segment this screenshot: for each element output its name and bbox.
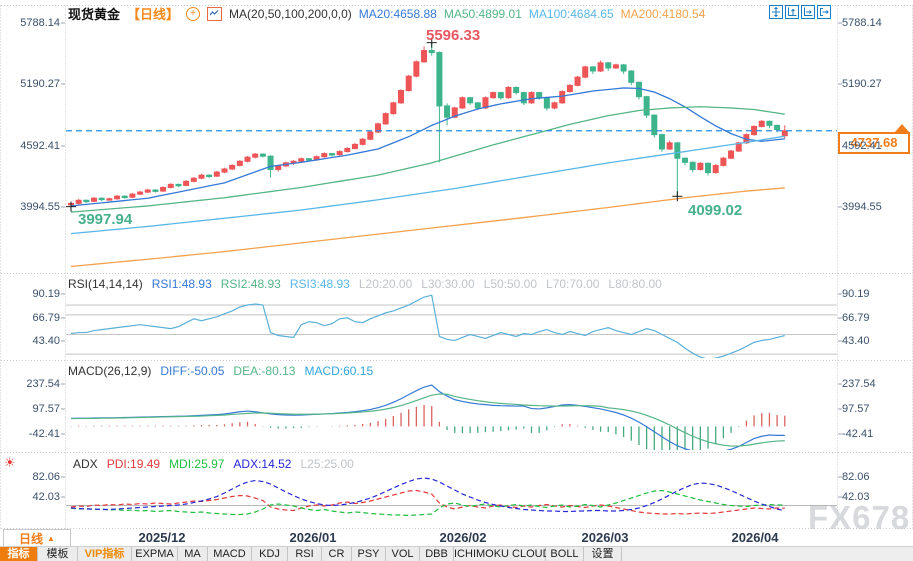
rsi-l30-value: L30:30.00	[421, 277, 475, 291]
tab-kdj[interactable]: KDJ	[252, 547, 288, 561]
y-axis-label-left: 5190.27	[20, 78, 60, 90]
adx-indicator-name[interactable]: ADX	[73, 457, 98, 471]
macd-panel-header: MACD(26,12,9) DIFF:-50.05 DEA:-80.13 MAC…	[68, 364, 373, 378]
instrument-name: 现货黄金	[68, 7, 121, 22]
go-to-latest-icon[interactable]	[817, 5, 831, 19]
macd-hist-value: MACD:60.15	[304, 364, 374, 378]
y-axis-label-right: 5190.27	[842, 78, 882, 90]
rsi2-value: RSI2:48.93	[220, 277, 281, 291]
adx-adx-value: ADX:14.52	[233, 457, 292, 471]
tab-rsi[interactable]: RSI	[288, 547, 322, 561]
adx-panel-header: ADX PDI:19.49 MDI:25.97 ADX:14.52 L25:25…	[73, 457, 354, 471]
alert-sun-icon[interactable]: ☀	[4, 455, 16, 470]
tab-boll[interactable]: BOLL	[546, 547, 584, 561]
y-axis-label-left: 5788.14	[20, 17, 60, 29]
tab-psy[interactable]: PSY	[352, 547, 386, 561]
ma200-value: MA200:4180.54	[620, 6, 706, 21]
fit-y-axis-icon[interactable]	[785, 5, 799, 19]
x-axis-month-label: 2026/02	[439, 530, 487, 545]
y-axis-label-right: 97.57	[842, 403, 870, 415]
move-pan-icon[interactable]	[769, 5, 783, 19]
tab-ma[interactable]: MA	[178, 547, 208, 561]
y-axis-label-right: 66.79	[842, 312, 870, 324]
y-axis-label-right: 42.03	[842, 491, 870, 503]
tab-cr[interactable]: CR	[322, 547, 352, 561]
y-axis-label-left: 66.79	[32, 312, 60, 324]
tab-指标[interactable]: 指标	[0, 547, 38, 561]
y-axis-label-left: 43.40	[32, 335, 60, 347]
x-axis-month-label: 2026/04	[731, 530, 779, 545]
tab-dbb[interactable]: DBB	[420, 547, 454, 561]
y-axis-label-left: -42.41	[28, 428, 60, 440]
ma20-value: MA20:4658.88	[358, 6, 437, 21]
y-axis-label-right: 237.54	[842, 378, 876, 390]
adx-mdi-value: MDI:25.97	[169, 457, 225, 471]
high-annotation: 5596.33	[426, 27, 481, 44]
price-up-arrow-icon	[895, 124, 909, 132]
y-axis-label-left: 4592.41	[20, 140, 60, 152]
y-axis-label-right: 4592.41	[842, 140, 882, 152]
period-selector-label: 日线	[19, 531, 44, 546]
tab-vol[interactable]: VOL	[386, 547, 420, 561]
chart-header: 现货黄金 【日线】 + MA(20,50,100,200,0,0) MA20:4…	[68, 4, 705, 23]
y-axis-label-left: 3994.55	[20, 201, 60, 213]
rsi-l80-value: L80:80.00	[608, 277, 662, 291]
add-compare-icon[interactable]: +	[186, 6, 201, 21]
period-selector-button[interactable]: 日线 ▲	[3, 529, 71, 547]
macd-dea-value: DEA:-80.13	[233, 364, 296, 378]
rsi-l70-value: L70:70.00	[546, 277, 600, 291]
y-axis-label-right: -42.41	[842, 428, 874, 440]
y-axis-label-right: 5788.14	[842, 17, 882, 29]
tab-ichimoku-cloud[interactable]: ICHIMOKU CLOUD	[454, 547, 551, 561]
macd-indicator-name[interactable]: MACD(26,12,9)	[68, 364, 152, 378]
ma50-value: MA50:4899.01	[443, 6, 522, 21]
start-low-annotation: 3997.94	[78, 211, 133, 228]
ma-settings-label[interactable]: MA(20,50,100,200,0,0)	[229, 6, 352, 21]
triangle-up-icon: ▲	[47, 533, 55, 543]
y-axis-label-right: 82.06	[842, 471, 870, 483]
y-axis-label-left: 97.57	[32, 403, 60, 415]
adx-pdi-value: PDI:19.49	[106, 457, 161, 471]
chart-toolbar	[769, 5, 831, 19]
tab-模板[interactable]: 模板	[38, 547, 78, 561]
rsi-indicator-name[interactable]: RSI(14,14,14)	[68, 277, 143, 291]
y-axis-label-left: 90.19	[32, 288, 60, 300]
march-low-annotation: 4099.02	[688, 202, 743, 219]
y-axis-label-left: 42.03	[32, 491, 60, 503]
y-axis-label-right: 3994.55	[842, 201, 882, 213]
y-axis-label-left: 237.54	[26, 378, 60, 390]
fit-x-axis-icon[interactable]	[801, 5, 815, 19]
indicator-tab-bar: 指标 模板 VIP指标 EXPMA MA MACD KDJ RSI CR PSY VOL DBB ICH…	[0, 546, 913, 561]
adx-l25-value: L25:25.00	[300, 457, 354, 471]
x-axis-month-label: 2025/12	[138, 530, 186, 545]
y-axis-label-left: 82.06	[32, 471, 60, 483]
chart-type-icon[interactable]	[207, 6, 223, 21]
y-axis-label-right: 90.19	[842, 288, 870, 300]
ma100-value: MA100:4684.65	[528, 6, 614, 21]
rsi1-value: RSI1:48.93	[151, 277, 212, 291]
tab-macd[interactable]: MACD	[208, 547, 252, 561]
x-axis-month-label: 2026/03	[581, 530, 629, 545]
macd-diff-value: DIFF:-50.05	[160, 364, 225, 378]
tab-设置[interactable]: 设置	[584, 547, 622, 561]
x-axis-month-label: 2026/01	[289, 530, 337, 545]
current-price-tag: 4737.68	[838, 132, 910, 154]
y-axis-label-right: 43.40	[842, 335, 870, 347]
rsi-panel-header: RSI(14,14,14) RSI1:48.93 RSI2:48.93 RSI3…	[68, 277, 662, 291]
rsi-l20-value: L20:20.00	[358, 277, 413, 291]
rsi3-value: RSI3:48.93	[289, 277, 350, 291]
tab-expma[interactable]: EXPMA	[132, 547, 178, 561]
period-label[interactable]: 【日线】	[127, 7, 180, 22]
rsi-l50-value: L50:50.00	[483, 277, 538, 291]
tab-vip指标[interactable]: VIP指标	[78, 547, 132, 561]
